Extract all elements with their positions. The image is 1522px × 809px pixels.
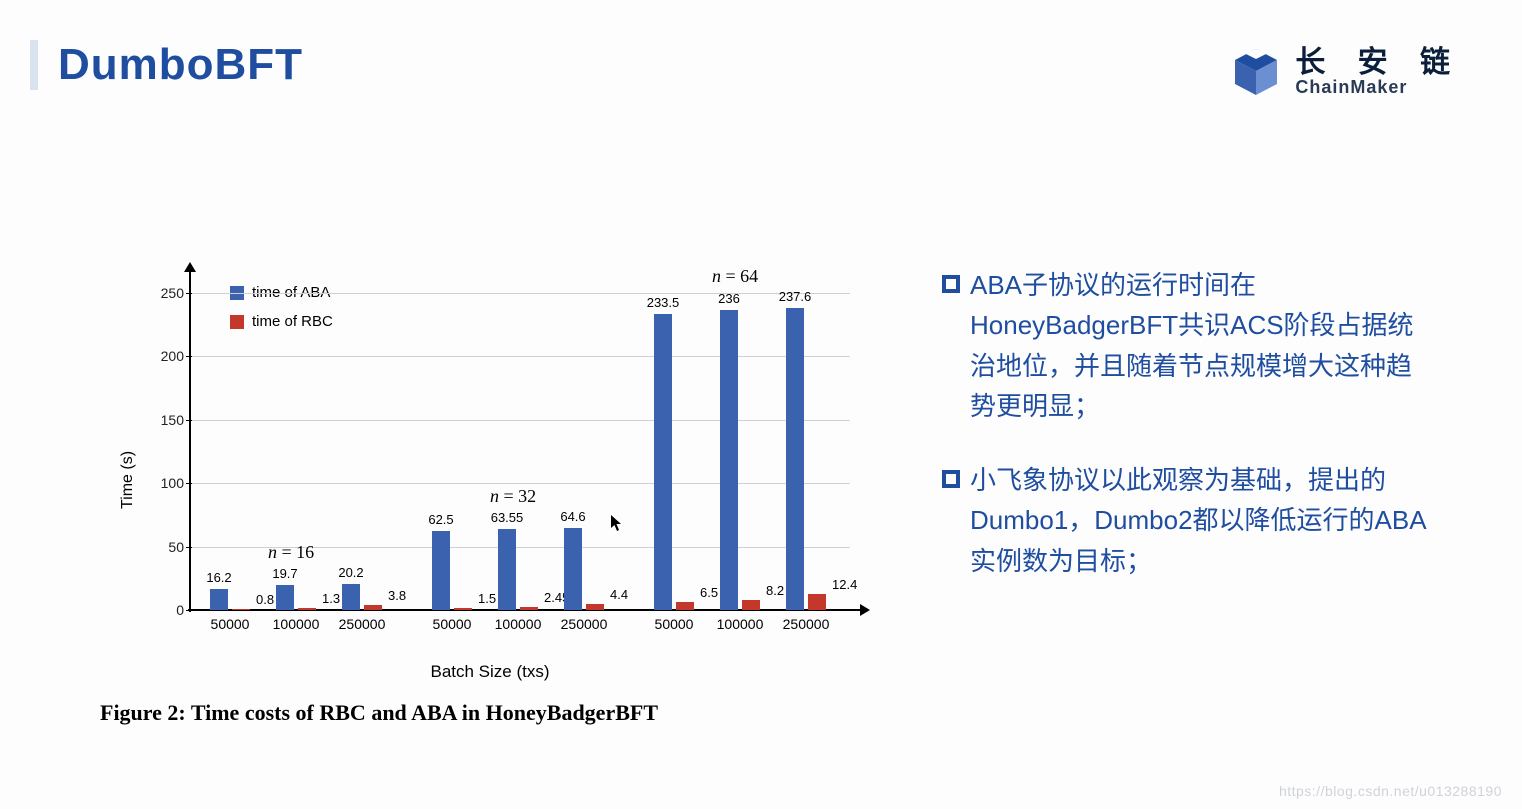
title-bar: DumboBFT	[30, 40, 303, 90]
bar-chart: Time (s) time of ABA time of RBC 050100	[120, 270, 860, 690]
x-tick-label: 100000	[273, 616, 320, 632]
bar-value-label: 20.2	[338, 565, 363, 580]
bar-aba	[720, 310, 738, 610]
bar-value-label: 62.5	[428, 512, 453, 527]
bar-rbc	[520, 607, 538, 610]
x-axis-label: Batch Size (txs)	[430, 662, 549, 682]
bullet-marker-icon	[942, 275, 960, 293]
y-tick-label: 200	[150, 348, 184, 364]
bar-rbc	[364, 605, 382, 610]
figure-caption: Figure 2: Time costs of RBC and ABA in H…	[100, 700, 658, 726]
y-tick-label: 250	[150, 285, 184, 301]
bar-value-label: 63.55	[491, 510, 524, 525]
chainmaker-cube-icon	[1229, 45, 1283, 99]
bar-rbc	[454, 608, 472, 610]
x-tick-label: 50000	[433, 616, 472, 632]
bullet-marker-icon	[942, 470, 960, 488]
y-axis	[189, 268, 191, 612]
bar-value-label: 6.5	[700, 585, 718, 600]
logo-text-en: ChainMaker	[1295, 78, 1462, 97]
bar-value-label: 3.8	[388, 588, 406, 603]
bar-value-label: 64.6	[560, 509, 585, 524]
bar-aba	[432, 531, 450, 610]
group-label: n = 16	[268, 542, 314, 563]
y-axis-arrow-icon	[184, 262, 196, 272]
bar-aba	[276, 585, 294, 610]
logo-text: 长 安 链 ChainMaker	[1295, 47, 1462, 97]
bullet-text: 小飞象协议以此观察为基础，提出的Dumbo1，Dumbo2都以降低运行的ABA实…	[970, 460, 1432, 581]
group-label: n = 32	[490, 486, 536, 507]
grid-line	[190, 356, 850, 357]
bar-rbc	[586, 604, 604, 610]
chart-figure: Time (s) time of ABA time of RBC 050100	[120, 270, 860, 690]
legend-swatch-rbc	[230, 315, 244, 329]
bullet-text: ABA子协议的运行时间在HoneyBadgerBFT共识ACS阶段占据统治地位，…	[970, 265, 1432, 426]
chainmaker-logo: 长 安 链 ChainMaker	[1229, 45, 1462, 99]
bar-rbc	[232, 609, 250, 611]
grid-line	[190, 420, 850, 421]
grid-line	[190, 483, 850, 484]
y-axis-label: Time (s)	[119, 451, 137, 509]
bullet-list: ABA子协议的运行时间在HoneyBadgerBFT共识ACS阶段占据统治地位，…	[942, 265, 1432, 615]
bar-rbc	[676, 602, 694, 610]
grid-line	[190, 293, 850, 294]
bar-aba	[342, 584, 360, 610]
y-tick-label: 0	[150, 602, 184, 618]
bar-value-label: 12.4	[832, 577, 857, 592]
y-tick-label: 100	[150, 475, 184, 491]
bar-value-label: 0.8	[256, 592, 274, 607]
bar-value-label: 236	[718, 291, 740, 306]
mouse-cursor-icon	[610, 514, 624, 532]
watermark: https://blog.csdn.net/u013288190	[1279, 783, 1502, 799]
page-title: DumboBFT	[58, 40, 303, 90]
bar-value-label: 1.3	[322, 591, 340, 606]
bar-aba	[564, 528, 582, 610]
bar-value-label: 233.5	[647, 295, 680, 310]
bar-rbc	[298, 608, 316, 610]
x-tick-label: 250000	[561, 616, 608, 632]
logo-text-cn: 长 安 链	[1295, 47, 1462, 79]
bar-aba	[654, 314, 672, 610]
slide: DumboBFT 长 安 链 ChainMaker Time (s)	[0, 0, 1522, 809]
x-tick-label: 250000	[783, 616, 830, 632]
bar-aba	[498, 529, 516, 610]
bar-value-label: 1.5	[478, 591, 496, 606]
legend-item-rbc: time of RBC	[230, 313, 333, 330]
bullet-item: 小飞象协议以此观察为基础，提出的Dumbo1，Dumbo2都以降低运行的ABA实…	[942, 460, 1432, 581]
y-tick-label: 50	[150, 539, 184, 555]
x-tick-label: 100000	[495, 616, 542, 632]
bar-value-label: 4.4	[610, 587, 628, 602]
x-axis-arrow-icon	[860, 604, 870, 616]
y-tick-label: 150	[150, 412, 184, 428]
bar-value-label: 19.7	[272, 566, 297, 581]
x-tick-label: 250000	[339, 616, 386, 632]
bar-aba	[210, 589, 228, 610]
bar-value-label: 8.2	[766, 583, 784, 598]
legend-label-rbc: time of RBC	[252, 313, 333, 330]
bar-value-label: 237.6	[779, 289, 812, 304]
bullet-item: ABA子协议的运行时间在HoneyBadgerBFT共识ACS阶段占据统治地位，…	[942, 265, 1432, 426]
bar-value-label: 16.2	[206, 570, 231, 585]
plot-area: time of ABA time of RBC 0501001502002501…	[190, 280, 850, 610]
bar-rbc	[808, 594, 826, 610]
group-label: n = 64	[712, 266, 758, 287]
x-tick-label: 50000	[655, 616, 694, 632]
bar-rbc	[742, 600, 760, 610]
x-tick-label: 50000	[211, 616, 250, 632]
bar-aba	[786, 308, 804, 610]
x-tick-label: 100000	[717, 616, 764, 632]
